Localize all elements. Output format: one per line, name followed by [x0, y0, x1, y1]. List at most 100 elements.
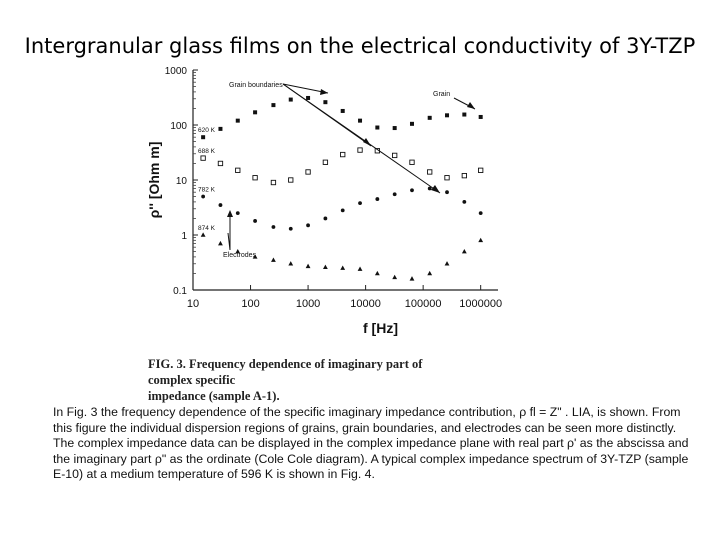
annotation-electrodes: Electrodes — [223, 252, 257, 259]
x-tick-label: 10000 — [350, 298, 381, 310]
slide-title: Intergranular glass films on the electri… — [24, 34, 696, 58]
point-874k — [200, 232, 206, 237]
x-axis-label: f [Hz] — [363, 320, 398, 336]
figure: 1000 100 10 1 0.1 10 100 1000 10000 100000 1000000… — [118, 58, 538, 393]
point-620k — [271, 103, 276, 108]
arrow-el-2 — [227, 232, 231, 251]
arrowhead-gb-3 — [431, 185, 440, 193]
point-874k — [427, 270, 433, 276]
point-620k — [445, 113, 450, 118]
body-paragraph: In Fig. 3 the frequency dependence of th… — [53, 405, 689, 482]
point-782k — [340, 208, 345, 213]
point-620k — [306, 95, 311, 100]
series-label: 688 K — [198, 148, 216, 155]
point-782k — [323, 216, 328, 221]
point-620k — [253, 110, 258, 115]
point-874k — [252, 254, 258, 259]
point-688k — [252, 175, 258, 181]
point-782k — [288, 226, 293, 231]
x-tick-label: 1000000 — [459, 298, 502, 310]
point-688k — [217, 160, 224, 167]
point-874k — [409, 276, 415, 281]
caption-line-2: impedance (sample A-1). — [148, 389, 280, 403]
point-874k — [392, 274, 398, 280]
point-782k — [462, 199, 467, 204]
point-620k — [288, 97, 293, 102]
point-782k — [478, 211, 483, 216]
point-688k — [357, 147, 363, 153]
point-874k — [218, 240, 223, 246]
y-axis-label: ρ'' [Ohm m] — [146, 142, 162, 219]
series-label: 620 K — [198, 127, 216, 134]
point-782k — [306, 223, 310, 228]
point-688k — [235, 167, 241, 173]
point-782k — [218, 203, 223, 207]
point-782k — [201, 194, 206, 199]
point-688k — [444, 175, 450, 181]
point-688k — [340, 151, 346, 158]
point-620k — [358, 118, 363, 123]
point-874k — [461, 248, 467, 254]
point-874k — [478, 237, 484, 243]
y-tick-label: 0.1 — [173, 286, 187, 297]
figure-caption: FIG. 3. Frequency dependence of imaginar… — [148, 356, 448, 404]
point-620k — [478, 114, 483, 119]
point-688k — [288, 177, 294, 183]
point-874k — [357, 266, 363, 271]
point-782k — [271, 225, 276, 229]
point-874k — [322, 264, 328, 269]
point-782k — [375, 197, 380, 201]
point-874k — [235, 248, 241, 254]
point-688k — [200, 155, 206, 161]
point-620k — [201, 135, 206, 140]
arrowhead-gb-1 — [320, 89, 328, 95]
point-688k — [322, 159, 329, 165]
arrow-gb-3 — [282, 83, 441, 194]
point-874k — [340, 265, 346, 270]
point-620k — [340, 108, 345, 113]
point-620k — [375, 125, 380, 130]
y-tick-label: 10 — [176, 176, 188, 187]
point-688k — [427, 169, 433, 175]
arrowhead-el-1 — [227, 210, 233, 217]
x-tick-label: 100000 — [405, 298, 442, 310]
point-782k — [235, 211, 240, 216]
point-782k — [427, 186, 432, 191]
arrowhead-grain — [467, 102, 475, 109]
point-782k — [445, 190, 449, 195]
caption-line-1: FIG. 3. Frequency dependence of imaginar… — [148, 357, 423, 387]
y-tick-label: 100 — [170, 121, 187, 132]
point-782k — [410, 188, 414, 193]
point-620k — [409, 121, 414, 126]
y-tick-label: 1000 — [165, 66, 188, 77]
point-782k — [358, 201, 362, 206]
point-688k — [270, 179, 277, 186]
point-688k — [305, 169, 311, 175]
series-label: 874 K — [198, 225, 216, 232]
point-688k — [461, 172, 467, 179]
point-620k — [235, 118, 240, 123]
point-688k — [392, 152, 398, 159]
arrowhead-gb-2 — [363, 138, 371, 146]
point-874k — [288, 261, 294, 266]
arrow-gb-1 — [282, 83, 329, 94]
point-620k — [392, 126, 397, 131]
series-label: 782 K — [198, 187, 216, 194]
point-782k — [392, 192, 397, 197]
point-620k — [218, 126, 223, 131]
y-tick-label: 1 — [181, 231, 187, 242]
x-tick-label: 100 — [241, 298, 259, 310]
point-688k — [409, 159, 415, 165]
point-620k — [323, 100, 328, 105]
point-874k — [271, 257, 276, 262]
point-620k — [462, 112, 467, 117]
point-874k — [305, 263, 311, 269]
x-tick-label: 10 — [187, 298, 199, 310]
point-688k — [478, 167, 484, 173]
point-782k — [253, 219, 257, 223]
point-620k — [427, 115, 432, 120]
point-874k — [374, 270, 380, 276]
annotation-grain: Grain — [433, 91, 450, 98]
x-tick-label: 1000 — [296, 298, 320, 310]
